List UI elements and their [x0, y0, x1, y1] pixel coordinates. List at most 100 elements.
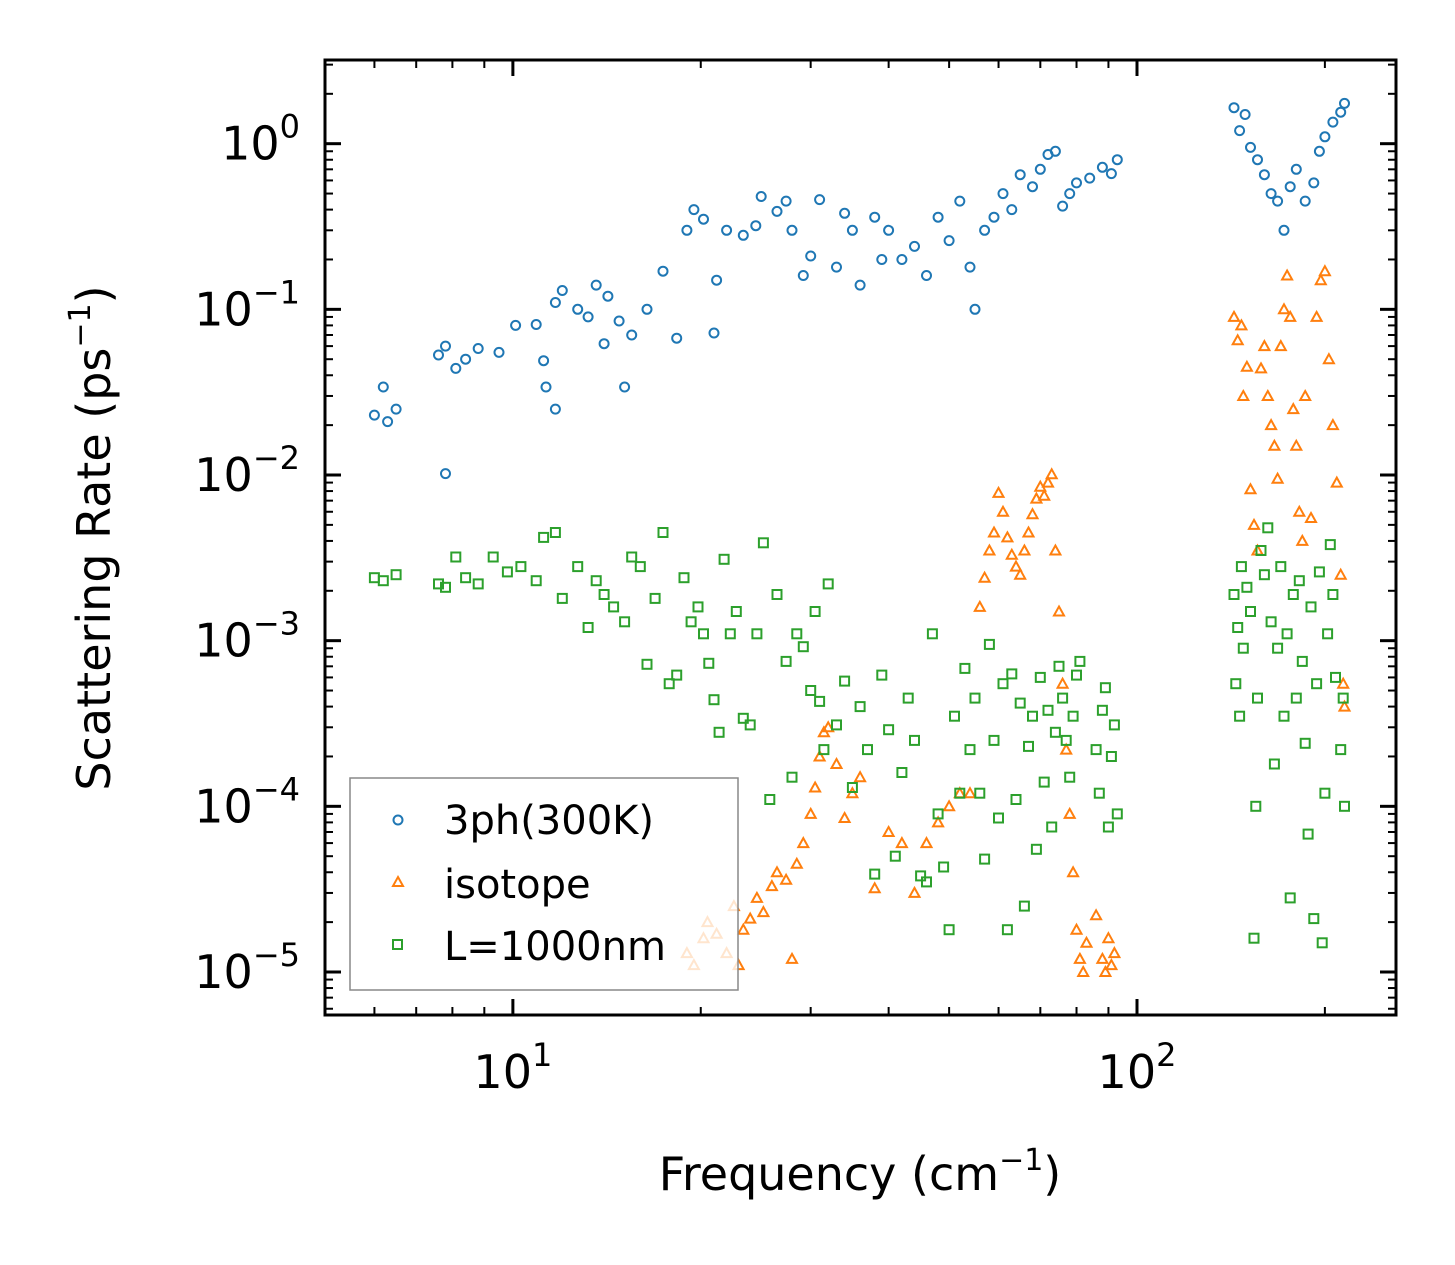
point [1027, 710, 1038, 722]
point [1339, 97, 1350, 109]
y-tick-label: 10−1 [194, 273, 300, 336]
point [1227, 309, 1241, 322]
point [1074, 655, 1086, 667]
x-axis-title: Frequency (cm−1) [659, 1143, 1062, 1201]
point [1281, 628, 1293, 640]
point [1309, 309, 1324, 322]
point [698, 213, 709, 225]
point [493, 346, 505, 358]
x-tick-labels: 101 102 [473, 1036, 1176, 1099]
point [983, 638, 995, 650]
point [1001, 924, 1013, 936]
point [1267, 438, 1282, 451]
point [1243, 482, 1258, 495]
point [988, 211, 1000, 223]
point [572, 561, 584, 573]
point [1257, 339, 1272, 352]
point [1052, 604, 1066, 617]
point [538, 531, 550, 543]
point [737, 229, 749, 241]
point [1245, 141, 1256, 153]
point [831, 719, 842, 731]
point [854, 701, 866, 713]
point [1059, 742, 1073, 755]
point [982, 543, 997, 556]
series-1 [680, 264, 1352, 977]
point [818, 744, 830, 756]
point [515, 561, 527, 573]
y-tick-label: 100 [221, 108, 300, 171]
point [1057, 692, 1069, 704]
point [869, 868, 881, 880]
point [1063, 806, 1077, 819]
point [932, 211, 944, 223]
point [1247, 517, 1261, 530]
point [433, 349, 444, 361]
point [530, 319, 542, 330]
point [1231, 333, 1245, 346]
point [703, 657, 715, 669]
point [744, 719, 756, 731]
point [368, 572, 380, 584]
point [750, 220, 762, 232]
point [1334, 567, 1348, 580]
point [1234, 710, 1246, 722]
point [1308, 913, 1320, 925]
point [808, 780, 822, 793]
y-tick-labels: 100 10−1 10−2 10−3 10−4 10−5 [194, 108, 300, 999]
point [854, 279, 866, 291]
point [909, 240, 920, 252]
point [1027, 181, 1038, 193]
point [1079, 935, 1094, 948]
point [1336, 676, 1350, 689]
point [1034, 671, 1046, 683]
point [943, 235, 955, 247]
point [1339, 800, 1350, 812]
point [786, 224, 798, 236]
point [678, 572, 690, 584]
point [1029, 491, 1044, 504]
point [1102, 821, 1114, 833]
point [598, 338, 610, 350]
point [837, 810, 852, 823]
point [626, 329, 638, 341]
point [530, 575, 542, 587]
point [969, 303, 981, 315]
point [440, 581, 451, 593]
point [1299, 195, 1311, 207]
point [663, 678, 675, 690]
point [805, 250, 817, 262]
point [390, 403, 402, 415]
point [780, 195, 792, 207]
legend-box [349, 777, 739, 991]
point [1237, 642, 1249, 654]
point [692, 601, 704, 613]
point [1274, 339, 1288, 352]
point [785, 951, 799, 964]
point [721, 224, 733, 236]
point [996, 504, 1010, 517]
point [1299, 737, 1311, 749]
point [641, 658, 653, 670]
point [805, 685, 817, 696]
point [1327, 589, 1339, 600]
point [1064, 771, 1076, 783]
point [1318, 264, 1332, 277]
point [868, 881, 882, 894]
legend-marker-l1000 [392, 939, 403, 950]
point [889, 850, 901, 862]
point [718, 553, 730, 565]
legend-label-3ph: 3ph(300K) [444, 798, 654, 844]
point [501, 566, 513, 578]
legend-marker-3ph [392, 814, 404, 826]
legend-label-l1000: L=1000nm [444, 924, 666, 970]
legend-marker-isotope [391, 874, 405, 887]
point [938, 861, 950, 873]
point [902, 692, 914, 704]
point [1258, 569, 1270, 581]
point [1313, 145, 1325, 157]
point [440, 340, 451, 352]
point [1240, 359, 1254, 372]
point [921, 270, 932, 281]
